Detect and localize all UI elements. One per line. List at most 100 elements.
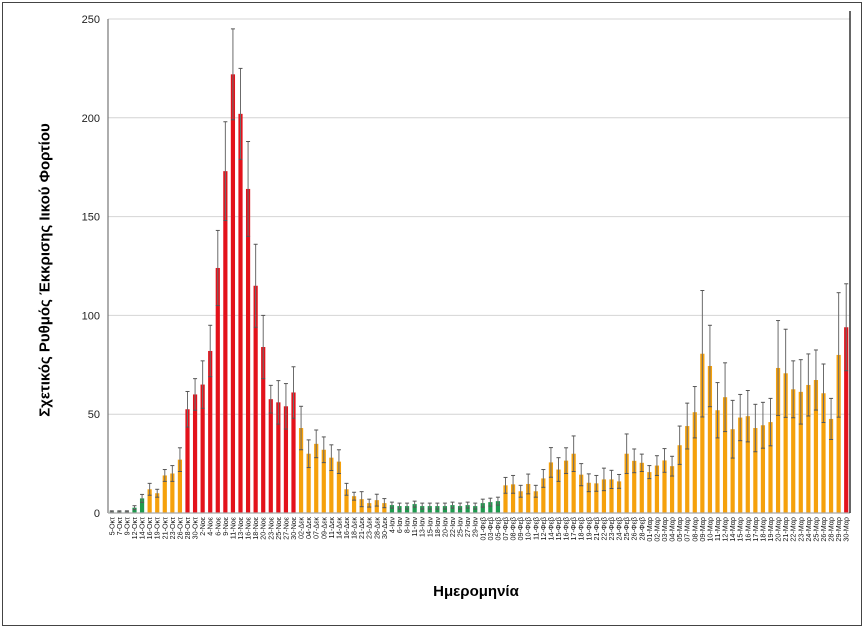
- x-tick-label: 13-Νοε: [236, 516, 245, 540]
- bar: [783, 373, 788, 513]
- y-tick-label: 200: [82, 113, 100, 125]
- x-tick-label: 20-Ιαν: [440, 517, 449, 538]
- x-tick-label: 09-Δεκ: [319, 517, 328, 539]
- bar: [185, 409, 190, 513]
- x-tick-label: 14-Μαρ: [728, 517, 737, 542]
- x-tick-label: 11-Δεκ: [327, 517, 336, 539]
- x-axis-title: Ημερομηνία: [433, 583, 519, 600]
- bar: [775, 367, 781, 513]
- bar: [707, 365, 713, 513]
- bar: [677, 445, 682, 513]
- x-tick-label: 20-Μαρ: [774, 517, 783, 542]
- bar: [821, 393, 826, 513]
- bar: [548, 462, 554, 513]
- x-tick-label: 23-Φεβ: [607, 517, 616, 540]
- x-tick-label: 21-Φεβ: [592, 517, 601, 540]
- x-tick-label: 16-Μαρ: [743, 517, 752, 542]
- x-tick-label: 6-Ιαν: [395, 517, 404, 534]
- x-tick-label: 4-Νοε: [206, 516, 215, 536]
- bar: [722, 397, 728, 513]
- x-tick-label: 27-Ιαν: [463, 517, 472, 538]
- x-tick-label: 6-Νοε: [213, 516, 222, 536]
- y-tick-label: 50: [88, 409, 100, 421]
- x-tick-label: 21-Δεκ: [357, 517, 366, 539]
- bar: [594, 483, 599, 513]
- bar: [836, 354, 841, 513]
- bar: [465, 505, 470, 513]
- x-tick-label: 16-Νοε: [244, 516, 253, 540]
- x-tick-label: 16-Φεβ: [562, 517, 571, 540]
- x-tick-label: 29-Ιαν: [471, 517, 480, 538]
- x-tick-label: 9-Νοε: [221, 516, 230, 536]
- bar: [609, 479, 614, 513]
- bar: [526, 483, 531, 513]
- bar: [253, 285, 258, 513]
- x-tick-label: 03-Φεβ: [486, 517, 495, 540]
- chart-frame: [2, 2, 862, 626]
- bar: [298, 428, 304, 513]
- bar: [798, 391, 803, 513]
- x-tick-label: 17-Μαρ: [751, 517, 760, 542]
- bar: [745, 416, 750, 513]
- x-tick-label: 25-Νοε: [274, 516, 283, 540]
- x-tick-label: 26-Μαρ: [819, 517, 828, 542]
- x-tick-label: 15-Μαρ: [736, 517, 745, 542]
- x-tick-label: 16-Δεκ: [342, 517, 351, 539]
- bar: [700, 353, 705, 513]
- x-tick-label: 22-Φεβ: [599, 517, 608, 540]
- x-tick-label: 08-Μαρ: [690, 517, 699, 542]
- x-tick-label: 11-Μαρ: [713, 517, 722, 541]
- x-tick-label: 25-Ιαν: [456, 517, 465, 538]
- y-tick-label: 250: [82, 14, 100, 26]
- bar: [139, 498, 145, 513]
- x-tick-label: 8-Ιαν: [403, 517, 412, 534]
- bar: [632, 460, 637, 513]
- bar: [155, 493, 160, 513]
- bar: [162, 475, 167, 513]
- bar: [579, 474, 584, 513]
- bar: [692, 412, 697, 513]
- x-tick-label: 4-Ιαν: [387, 517, 396, 534]
- x-tick-label: 03-Μαρ: [660, 517, 669, 542]
- x-tick-label: 11-Φεβ: [531, 517, 540, 540]
- x-tick-label: 28-Φεβ: [637, 517, 646, 540]
- x-tick-label: 12-Μαρ: [721, 517, 730, 542]
- x-tick-label: 28-Οκτ: [183, 517, 192, 540]
- bar: [336, 461, 342, 513]
- bar: [601, 479, 607, 513]
- bar: [351, 496, 357, 513]
- bar: [367, 503, 372, 513]
- x-tick-label: 26-Φεβ: [630, 517, 639, 540]
- x-tick-label: 23-Μαρ: [796, 517, 805, 542]
- bar: [662, 460, 667, 513]
- bar: [215, 267, 220, 513]
- y-tick-label: 0: [94, 508, 100, 520]
- x-tick-label: 25-Φεβ: [622, 517, 631, 540]
- x-tick-label: 10-Φεβ: [524, 517, 533, 540]
- bar: [147, 489, 152, 513]
- x-tick-label: 07-Μαρ: [683, 517, 692, 542]
- x-tick-label: 20-Νοε: [259, 516, 268, 540]
- x-tick-label: 9-Οκτ: [122, 517, 131, 536]
- bar: [389, 505, 395, 513]
- bar: [306, 453, 311, 513]
- bar: [624, 453, 629, 513]
- x-tick-label: 14-Οκτ: [138, 517, 147, 540]
- y-axis-title: Σχετικός Ρυθμός Έκκρισης Ιικού Φορτίου: [36, 123, 54, 417]
- bar: [685, 426, 690, 513]
- x-tick-label: 15-Φεβ: [554, 517, 563, 540]
- y-tick-label: 100: [82, 310, 100, 322]
- x-tick-label: 01-Φεβ: [478, 517, 487, 540]
- bar: [283, 406, 289, 513]
- x-tick-label: 14-Φεβ: [546, 517, 555, 540]
- bar: [488, 502, 493, 513]
- bar: [344, 489, 349, 513]
- bar: [200, 384, 205, 513]
- x-tick-label: 15-Ιαν: [425, 517, 434, 538]
- x-tick-label: 23-Νοε: [266, 516, 275, 540]
- bar: [654, 465, 660, 513]
- x-tick-label: 13-Ιαν: [418, 517, 427, 538]
- x-tick-label: 23-Οκτ: [168, 517, 177, 540]
- bar: [541, 478, 546, 513]
